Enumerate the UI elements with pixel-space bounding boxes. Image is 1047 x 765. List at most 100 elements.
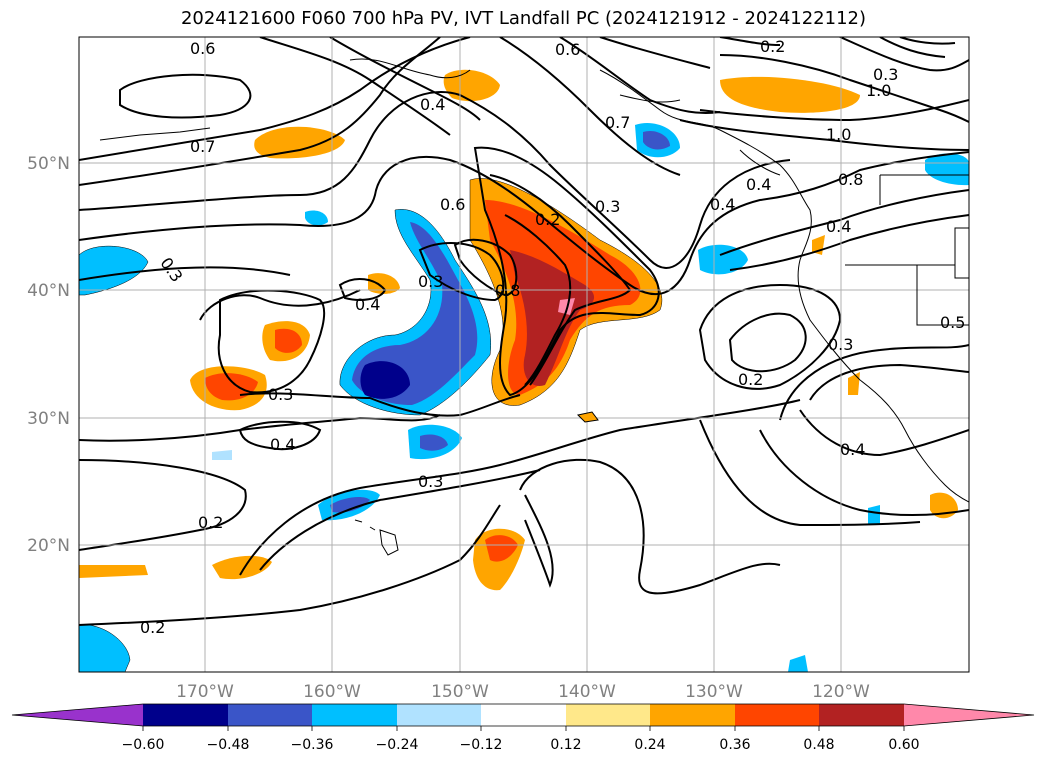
contour-label: 0.4 <box>355 295 380 314</box>
island <box>354 519 363 523</box>
contour-line <box>504 214 572 386</box>
contour-line <box>729 214 969 271</box>
colorbar-cell <box>566 704 650 726</box>
colorbar-ticks <box>142 726 905 731</box>
contour-line <box>879 37 946 58</box>
contour-line <box>199 289 361 321</box>
lon-tick: 140°W <box>558 682 616 702</box>
anomaly-shape <box>558 298 575 315</box>
colorbar-cell <box>819 704 904 726</box>
colorbar-cell <box>397 704 481 726</box>
contour-label: 0.3 <box>268 385 293 404</box>
contour-line <box>679 119 969 151</box>
contour-line <box>699 419 921 527</box>
anomaly-shape <box>925 153 969 186</box>
contour-label: 0.2 <box>198 513 223 532</box>
contour-line <box>499 37 681 176</box>
contour-line <box>839 37 969 72</box>
contour-line <box>728 312 807 373</box>
contour-label: 1.0 <box>866 81 891 100</box>
coastline <box>739 149 781 176</box>
contour-label: 0.3 <box>873 65 898 84</box>
contour-line <box>79 266 291 281</box>
anomaly-shape <box>698 244 748 275</box>
contour-line <box>79 459 247 551</box>
anomaly-shape <box>643 130 670 150</box>
anomaly-shape <box>420 434 448 451</box>
coastline <box>349 58 471 79</box>
lat-tick: 40°N <box>27 281 70 301</box>
anomaly-shape <box>254 126 345 159</box>
contour-label: 0.4 <box>746 175 771 194</box>
negative-anomalies <box>79 122 969 672</box>
contour-label: 0.6 <box>440 195 465 214</box>
contour-label: 0.6 <box>555 40 580 59</box>
contour-label: 0.3 <box>418 472 443 491</box>
lat-tick: 50°N <box>27 154 70 174</box>
contour-line <box>119 73 252 119</box>
contour-label: 0.8 <box>495 281 520 300</box>
colorbar-cell <box>650 704 735 726</box>
border <box>916 265 969 326</box>
contour-line <box>719 189 969 256</box>
contour-line <box>79 91 791 269</box>
contour-labels: 0.6 0.7 0.3 0.4 0.6 0.2 0.8 0.3 0.4 0.3 … <box>140 37 965 637</box>
contour-label: 1.0 <box>826 125 851 144</box>
contour-label: 0.4 <box>710 195 735 214</box>
map-frame <box>78 36 970 673</box>
anomaly-shape <box>330 497 370 513</box>
gridlines <box>79 37 969 672</box>
lon-tick: 130°W <box>685 682 743 702</box>
coastline <box>599 69 969 503</box>
anomaly-shape <box>360 361 410 399</box>
contour-line <box>79 414 441 442</box>
contour-label: 0.3 <box>828 335 853 354</box>
contour-line <box>759 429 969 516</box>
colorbar-tick-label: 0.36 <box>719 737 750 753</box>
contour-line <box>779 344 969 421</box>
contour-line <box>79 504 501 626</box>
lon-tick: 150°W <box>431 682 489 702</box>
contour-label: 0.2 <box>738 370 763 389</box>
anomaly-shape <box>212 555 272 580</box>
lat-tick: 30°N <box>27 409 70 429</box>
anomaly-shape <box>788 655 808 672</box>
contour-label: 0.4 <box>826 217 851 236</box>
anomaly-shape <box>305 210 328 226</box>
colorbar-cell-extend-high <box>904 704 1034 726</box>
contour-line <box>473 146 660 397</box>
border <box>954 227 969 279</box>
contour-line <box>719 37 781 46</box>
anomaly-shape <box>720 76 860 113</box>
colorbar-tick-label: 0.48 <box>803 737 834 753</box>
contour-line <box>719 54 969 123</box>
colorbar-cell <box>228 704 312 726</box>
coastline <box>99 127 211 141</box>
island <box>576 411 599 423</box>
contour-label: 0.4 <box>420 95 445 114</box>
colorbar-tick-label: −0.60 <box>122 737 165 753</box>
contour-line <box>799 409 969 457</box>
contour-line <box>599 37 711 69</box>
anomaly-shape <box>79 565 148 578</box>
island <box>379 529 399 556</box>
colorbar-tick-label: 0.24 <box>634 737 665 753</box>
map-content: 0.6 0.7 0.3 0.4 0.6 0.2 0.8 0.3 0.4 0.3 … <box>79 37 969 672</box>
contour-label: 0.4 <box>840 440 865 459</box>
contour-label: 0.2 <box>535 210 560 229</box>
contour-label: 0.3 <box>595 197 620 216</box>
contour-line <box>79 37 441 186</box>
anomaly-shape <box>868 505 880 525</box>
contour-label: 0.6 <box>190 39 215 58</box>
contour-line <box>79 151 969 296</box>
lon-tick: 170°W <box>176 682 234 702</box>
anomaly-shape <box>368 273 400 294</box>
contour-line <box>239 392 521 417</box>
island <box>369 526 376 531</box>
contour-line <box>699 99 969 122</box>
colorbar-tick-label: −0.48 <box>207 737 250 753</box>
contour-line <box>259 37 451 136</box>
anomaly-shape <box>510 250 595 386</box>
contour-label: 0.7 <box>190 137 215 156</box>
